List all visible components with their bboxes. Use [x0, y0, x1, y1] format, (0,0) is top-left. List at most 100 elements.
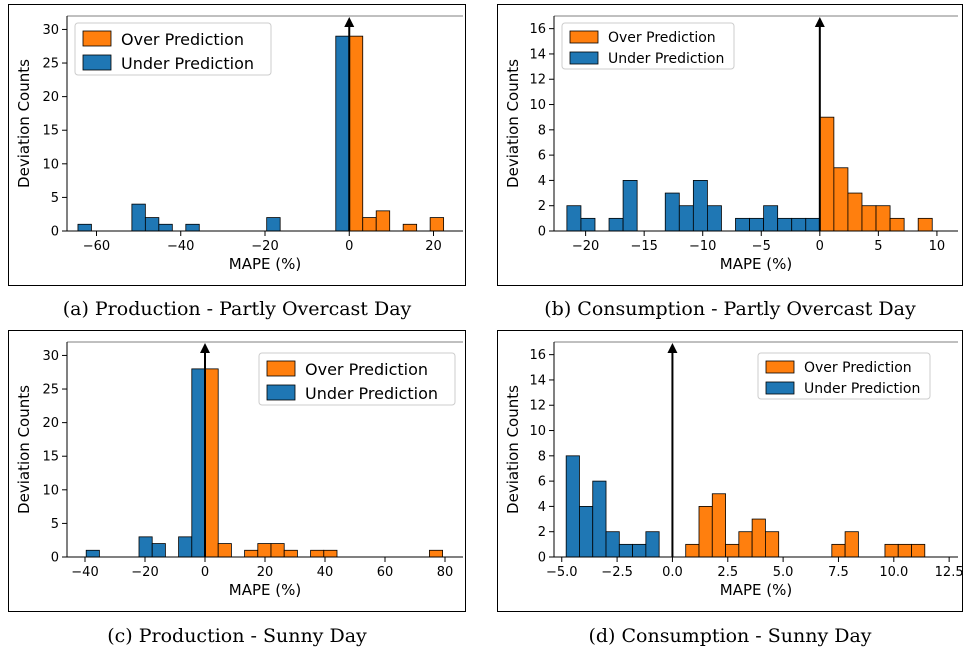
x-tick-label: −60 — [83, 239, 110, 254]
legend: Over Prediction Under Prediction — [258, 352, 456, 406]
chart-panel-a: −60 −40 −20 0 20 0 5 10 15 20 25 30 MAPE (%) Deviatio… — [8, 4, 466, 286]
under-prediction-bar — [645, 531, 660, 558]
under-prediction-bar — [151, 543, 166, 558]
legend-swatch-over — [569, 30, 599, 44]
over-prediction-bar — [375, 210, 391, 232]
y-tick-label: 0 — [51, 225, 59, 240]
x-tick-label: 0 — [201, 565, 209, 580]
x-tick-label: 10.0 — [879, 565, 908, 580]
x-tick-label: −2.5 — [601, 565, 633, 580]
x-tick-label: 0 — [816, 239, 824, 254]
histogram-chart-a: −60 −40 −20 0 20 0 5 10 15 20 25 30 MAPE (%) Deviatio… — [15, 15, 463, 273]
over-prediction-bar — [861, 205, 877, 232]
x-tick-label: 7.5 — [828, 565, 849, 580]
under-prediction-bar — [158, 223, 173, 232]
chart-panel-d: −5.0 −2.5 0.0 2.5 5.0 7.5 10.0 12.5 0 2 4 6 8 10 12 14 1… — [497, 330, 963, 612]
under-prediction-bar — [335, 35, 350, 232]
over-prediction-bar — [204, 368, 219, 558]
legend: Over Prediction Under Prediction — [757, 352, 931, 400]
over-prediction-bar — [897, 543, 912, 558]
under-prediction-bar — [77, 223, 92, 232]
legend-label-under: Under Prediction — [804, 381, 920, 397]
legend-swatch-over — [266, 360, 296, 377]
over-prediction-bar — [833, 167, 849, 232]
over-prediction-bar — [884, 543, 899, 558]
x-axis-label: MAPE (%) — [720, 255, 792, 273]
y-tick-label: 4 — [538, 500, 546, 515]
under-prediction-bar — [618, 543, 633, 558]
y-axis-label: Deviation Counts — [15, 385, 33, 514]
under-prediction-bar — [178, 536, 193, 558]
y-tick-label: 25 — [42, 383, 59, 398]
x-tick-label: 20 — [425, 239, 442, 254]
over-prediction-bar — [751, 518, 766, 558]
x-tick-label: 12.5 — [935, 565, 962, 580]
legend-swatch-under — [765, 381, 795, 395]
y-tick-label: 10 — [42, 157, 59, 172]
over-prediction-bar — [244, 549, 259, 558]
over-prediction-bar — [831, 543, 846, 558]
over-prediction-bar — [698, 506, 713, 558]
y-tick-label: 14 — [529, 373, 546, 388]
histogram-chart-c: −40 −20 0 20 40 60 80 0 5 10 15 20 25 30 MAPE (%) Devia… — [15, 341, 463, 599]
legend-swatch-over — [82, 30, 112, 47]
y-tick-label: 20 — [42, 416, 59, 431]
caption-b: (b) Consumption - Partly Overcast Day — [544, 298, 916, 320]
legend-swatch-under — [82, 54, 112, 71]
x-axis-label: MAPE (%) — [229, 255, 301, 273]
y-tick-label: 25 — [42, 57, 59, 72]
legend-box — [561, 22, 735, 70]
under-prediction-bar — [566, 205, 582, 232]
over-prediction-bar — [323, 549, 338, 558]
over-prediction-bar — [362, 217, 377, 232]
legend: Over Prediction Under Prediction — [74, 22, 272, 76]
chart-panel-c: −40 −20 0 20 40 60 80 0 5 10 15 20 25 30 MAPE (%) Devia… — [8, 330, 466, 612]
over-prediction-bar — [402, 223, 418, 232]
under-prediction-bar — [791, 217, 807, 232]
under-prediction-bar — [185, 223, 200, 232]
over-prediction-bar — [217, 543, 232, 558]
over-prediction-bar — [428, 549, 443, 558]
x-tick-label: 20 — [257, 565, 274, 580]
over-prediction-bar — [685, 543, 700, 558]
under-prediction-bar — [678, 205, 694, 232]
y-tick-label: 30 — [42, 349, 59, 364]
under-prediction-bar — [266, 217, 281, 232]
over-prediction-bar — [889, 217, 905, 232]
y-tick-label: 15 — [42, 124, 59, 139]
legend-swatch-over — [765, 360, 795, 374]
x-tick-label: −5 — [752, 239, 771, 254]
under-prediction-bar — [592, 480, 607, 558]
caption-a: (a) Production - Partly Overcast Day — [62, 298, 412, 320]
over-prediction-bar — [310, 549, 325, 558]
under-prediction-bar — [580, 217, 596, 232]
legend-label-over: Over Prediction — [608, 30, 716, 46]
over-prediction-bar — [257, 543, 272, 558]
legend-label-under: Under Prediction — [608, 51, 724, 67]
legend-label-under: Under Prediction — [305, 384, 438, 403]
x-tick-label: 40 — [317, 565, 334, 580]
zero-arrow-head — [814, 17, 825, 27]
zero-arrow-head — [200, 343, 210, 353]
x-tick-label: −15 — [630, 239, 657, 254]
x-tick-label: −20 — [131, 565, 158, 580]
x-tick-label: 60 — [377, 565, 394, 580]
over-prediction-bar — [917, 217, 933, 232]
under-prediction-bar — [707, 205, 722, 232]
x-tick-label: 80 — [437, 565, 454, 580]
x-tick-label: −40 — [167, 239, 194, 254]
histogram-chart-b: −20 −15 −10 −5 0 5 10 0 2 4 6 8 10 12 14 16 MAPE (%) Devi… — [504, 15, 958, 273]
y-tick-label: 14 — [529, 47, 546, 62]
y-tick-label: 8 — [538, 449, 546, 464]
legend-box — [757, 352, 931, 400]
under-prediction-bar — [191, 368, 206, 558]
y-tick-label: 10 — [529, 98, 546, 113]
y-tick-label: 30 — [42, 23, 59, 38]
y-tick-label: 5 — [51, 517, 59, 532]
legend-label-over: Over Prediction — [305, 360, 428, 379]
y-tick-label: 6 — [538, 149, 546, 164]
under-prediction-bar — [565, 455, 580, 558]
x-tick-label: 5.0 — [773, 565, 794, 580]
x-tick-label: −20 — [251, 239, 278, 254]
x-tick-label: −10 — [689, 239, 716, 254]
